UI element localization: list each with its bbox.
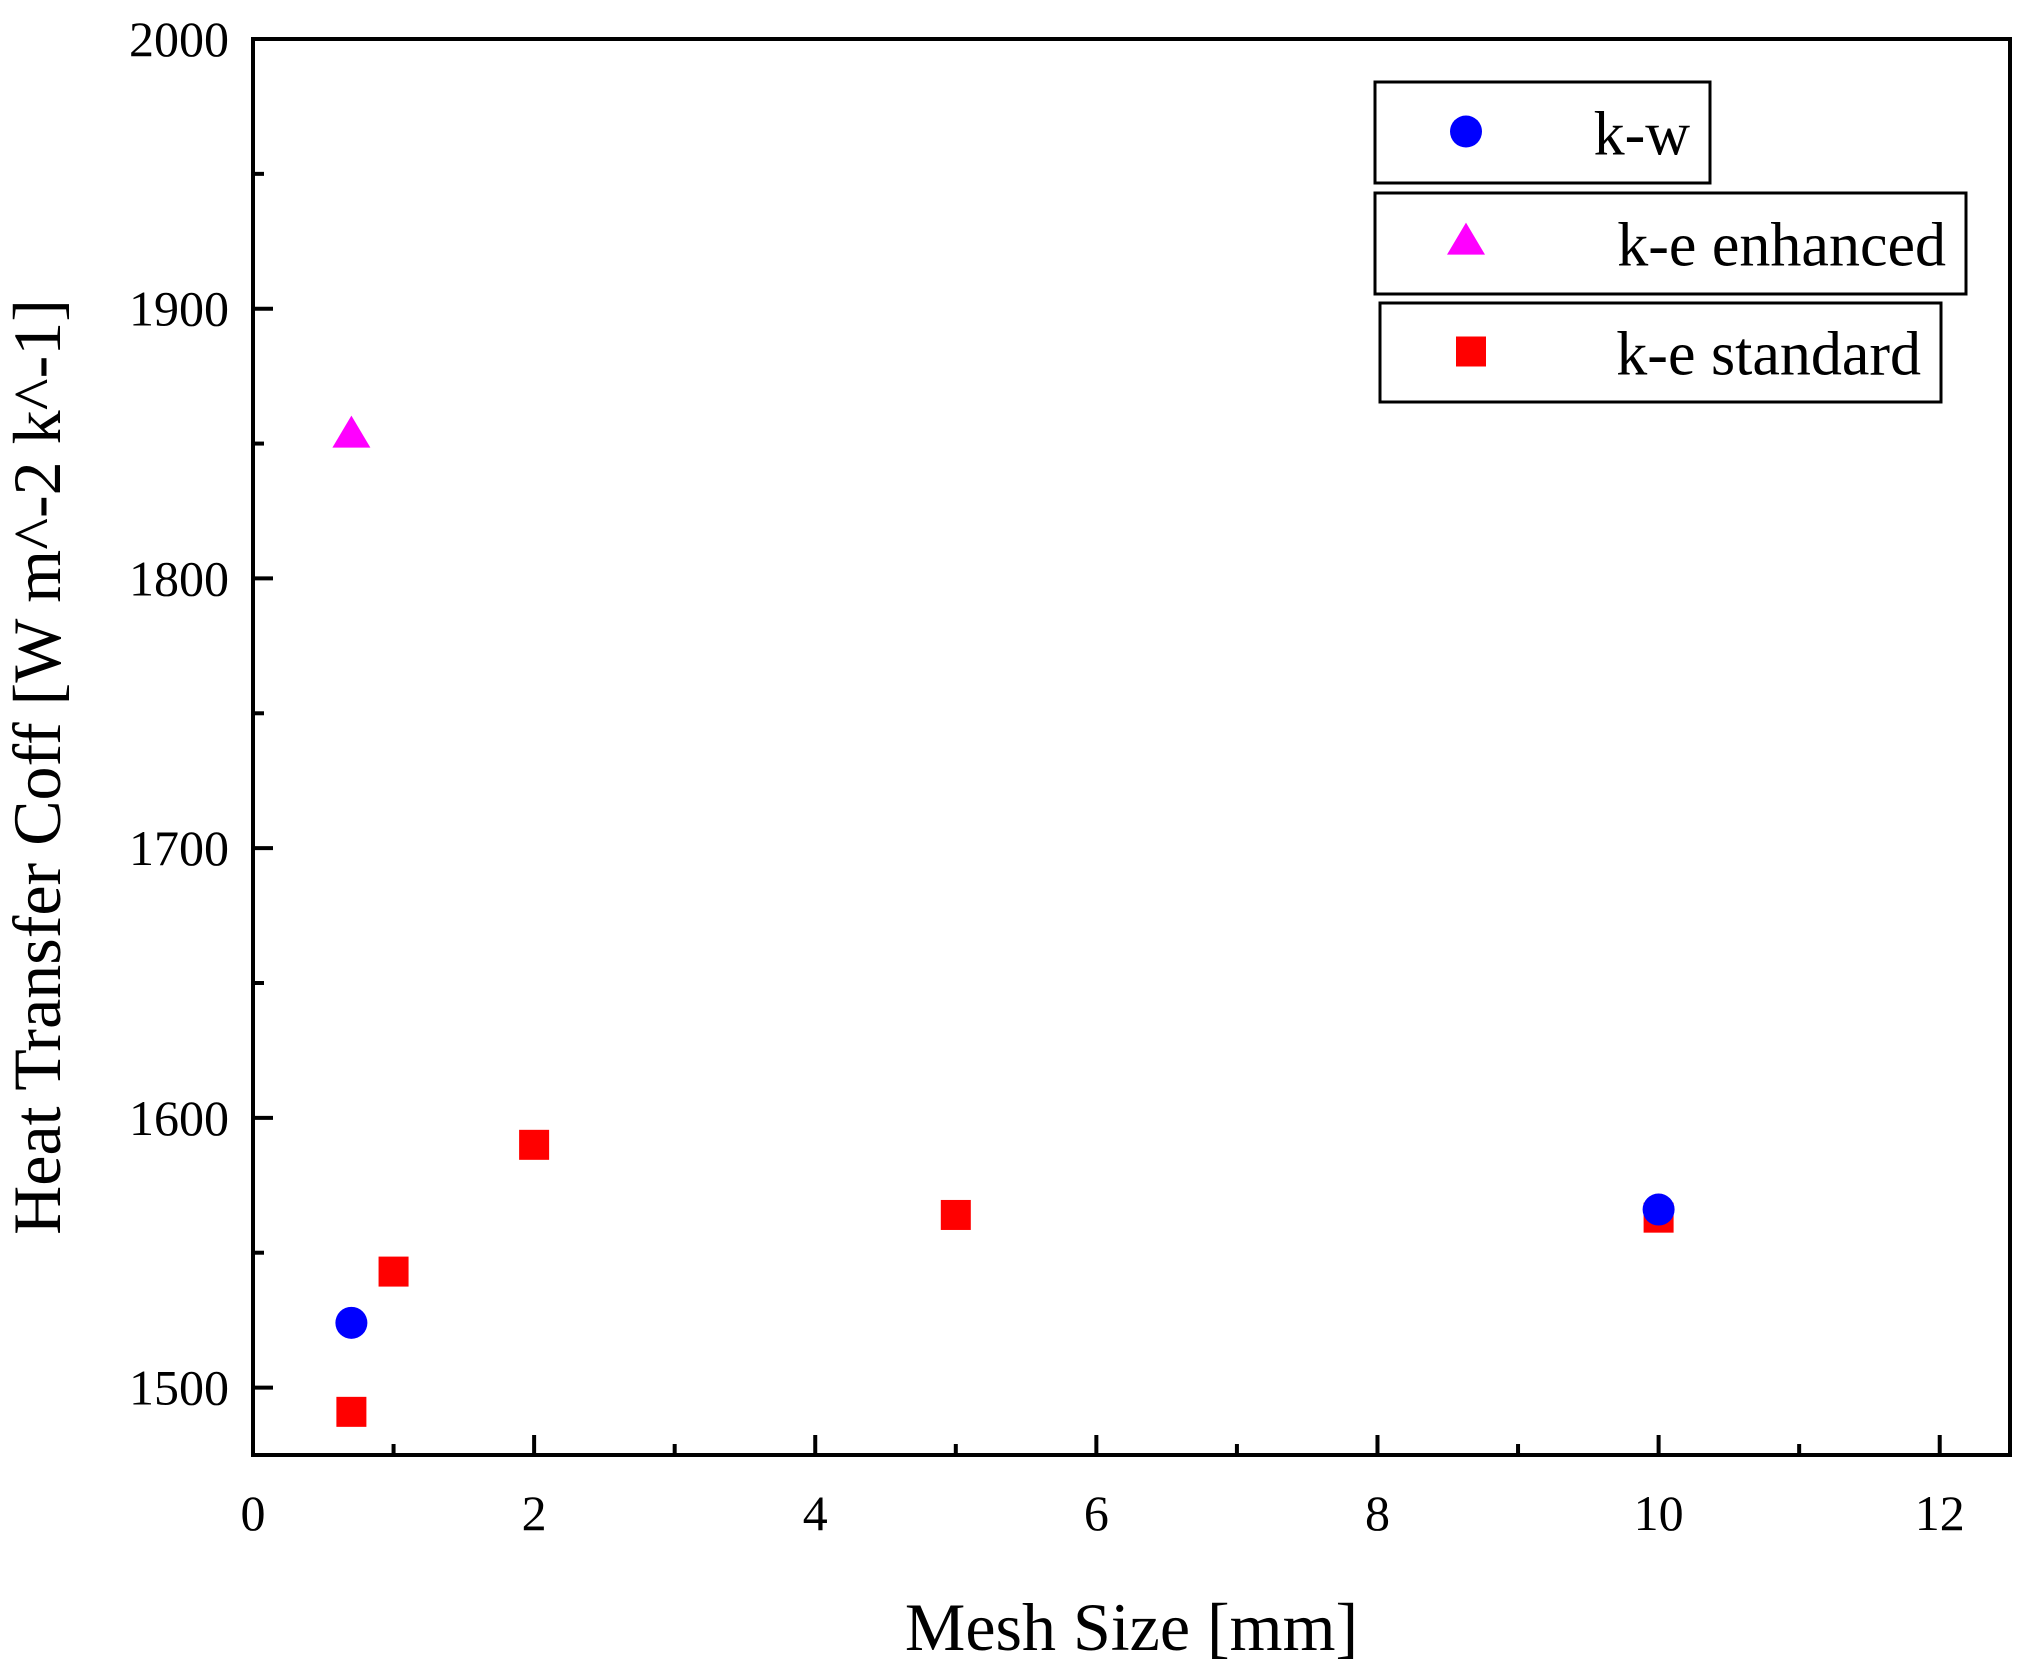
square-data-point — [519, 1129, 550, 1160]
square-data-point — [336, 1396, 367, 1427]
x-axis-title: Mesh Size [mm] — [905, 1589, 1358, 1665]
square-data-point — [940, 1199, 971, 1230]
legend-circle-icon — [1450, 115, 1482, 148]
y-tick-label: 1600 — [129, 1090, 229, 1146]
legend-label: k-e enhanced — [1617, 212, 1946, 280]
y-tick-label: 1800 — [129, 550, 229, 606]
x-tick-label: 8 — [1365, 1485, 1390, 1541]
y-tick-label: 2000 — [129, 11, 229, 67]
tick-labels: 0 2 4 6 8 10 12 1500 1600 1700 1800 1900 2000 — [129, 11, 1965, 1541]
y-tick-label: 1900 — [129, 281, 229, 337]
x-tick-label: 4 — [803, 1485, 828, 1541]
legend-triangle-icon — [1447, 222, 1485, 255]
x-tick-label: 2 — [522, 1485, 547, 1541]
legend: k-w k-e enhanced k-e standard — [1373, 80, 1968, 404]
legend-square-icon — [1456, 336, 1486, 367]
circle-data-point — [335, 1306, 368, 1339]
legend-box — [1373, 80, 1712, 185]
x-tick-label: 12 — [1915, 1485, 1965, 1541]
x-tick-label: 0 — [241, 1485, 266, 1541]
y-axis-title: Heat Transfer Coff [W m^-2 k^-1] — [0, 299, 75, 1235]
legend-label: k-w — [1594, 101, 1691, 169]
x-tick-label: 6 — [1084, 1485, 1109, 1541]
square-data-point — [378, 1256, 409, 1287]
circle-data-point — [1642, 1193, 1675, 1226]
y-tick-label: 1700 — [129, 820, 229, 876]
y-tick-label: 1500 — [129, 1360, 229, 1416]
data-points — [332, 415, 1675, 1427]
triangle-data-point — [332, 415, 371, 448]
x-tick-label: 10 — [1634, 1485, 1684, 1541]
legend-label: k-e standard — [1616, 321, 1921, 389]
plot-frame — [251, 37, 2012, 1457]
